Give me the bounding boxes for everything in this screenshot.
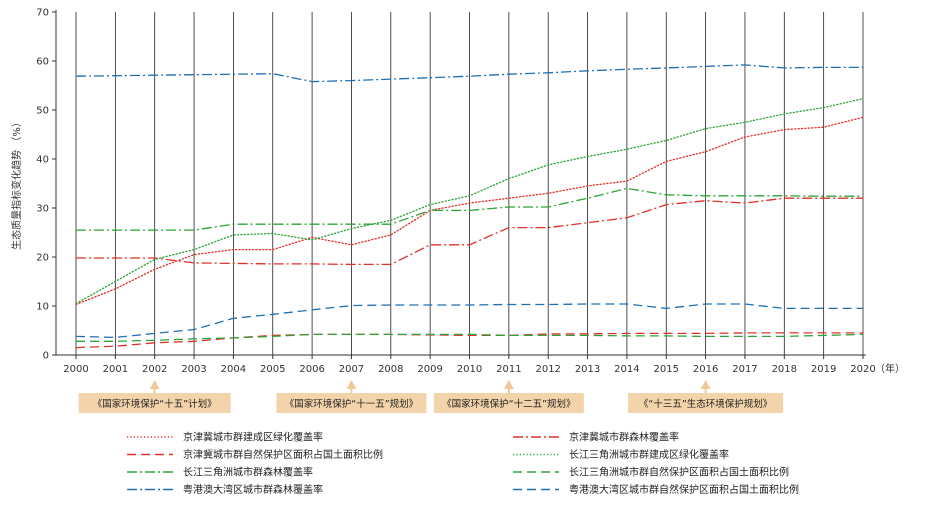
- x-tick-label-2009: 2009: [417, 364, 442, 375]
- x-tick-label-2003: 2003: [181, 364, 206, 375]
- annotation-arrow-icon: [503, 380, 514, 389]
- x-tick-label-2015: 2015: [654, 364, 679, 375]
- x-tick-label-2012: 2012: [535, 364, 560, 375]
- series-line-8: [75, 303, 863, 339]
- x-tick-label-2010: 2010: [457, 364, 482, 375]
- x-tick-label-2018: 2018: [772, 364, 797, 375]
- x-tick-label-2000: 2000: [63, 364, 88, 375]
- y-tick-label-10: 10: [36, 302, 49, 313]
- x-tick-label-2004: 2004: [221, 364, 246, 375]
- legend-item-5: 长江三角洲城市群森林覆盖率: [127, 466, 313, 479]
- axes: [55, 10, 866, 356]
- series-line-1: [75, 116, 864, 306]
- legend-item-2: 京津冀城市群森林覆盖率: [513, 431, 679, 444]
- series-line-4: [75, 98, 864, 305]
- annotation-label: 《国家环境保护“十二五”规划》: [442, 398, 575, 410]
- series-line-5: [76, 187, 863, 231]
- legend-item-4: 长江三角洲城市群建成区绿化覆盖率: [513, 448, 729, 461]
- series-line-7: [75, 64, 863, 83]
- annotation-label: 《“十三五”生态环境保护规划》: [639, 398, 772, 410]
- plan-annotation-1: 《国家环境保护“十五”计划》: [78, 380, 231, 413]
- annotation-label: 《国家环境保护“十五”计划》: [93, 398, 217, 410]
- legend-item-6: 长江三角洲城市群自然保护区面积占国土面积比例: [513, 466, 789, 479]
- annotation-label: 《国家环境保护“十一五”规划》: [285, 398, 418, 410]
- y-tick-label-70: 70: [36, 8, 49, 19]
- x-tick-label-2011: 2011: [496, 364, 521, 375]
- annotation-arrow-icon: [346, 380, 357, 389]
- x-tick-label-2016: 2016: [693, 364, 718, 375]
- x-tick-label-2008: 2008: [378, 364, 403, 375]
- annotation-arrow-icon: [149, 380, 160, 389]
- x-axis-unit: （年）: [875, 362, 905, 375]
- x-tick-label-2007: 2007: [339, 364, 364, 375]
- annotation-box: [433, 393, 584, 413]
- vertical-gridlines: [75, 12, 864, 355]
- plan-annotation-2: 《国家环境保护“十一五”规划》: [276, 380, 427, 413]
- series-line-3: [75, 332, 863, 349]
- x-tick-label-2014: 2014: [614, 364, 639, 375]
- x-tick-label-2005: 2005: [260, 364, 285, 375]
- x-tick-label-2006: 2006: [299, 364, 324, 375]
- x-tick-label-2019: 2019: [811, 364, 836, 375]
- legend-label: 粤港澳大湾区城市群自然保护区面积占国土面积比例: [569, 483, 799, 496]
- plan-annotations: 《国家环境保护“十五”计划》 《国家环境保护“十一五”规划》 《国家环境保护“十二五…: [78, 380, 784, 413]
- series-line-6: [76, 333, 864, 342]
- x-tick-label-2017: 2017: [732, 364, 757, 375]
- legend-item-3: 京津冀城市群自然保护区面积占国土面积比例: [127, 448, 383, 461]
- plan-annotation-3: 《国家环境保护“十二五”规划》: [433, 380, 584, 413]
- legend-label: 京津冀城市群自然保护区面积占国土面积比例: [183, 448, 383, 461]
- legend-label: 京津冀城市群建成区绿化覆盖率: [183, 431, 323, 444]
- y-tick-label-40: 40: [36, 155, 49, 166]
- x-tick-label-2013: 2013: [575, 364, 600, 375]
- legend-item-1: 京津冀城市群建成区绿化覆盖率: [127, 431, 323, 444]
- y-axis-label: 生态质量指标变化趋势 （%）: [10, 117, 23, 250]
- y-tick-labels: 0 10 20 30 40 50 60 70: [36, 8, 56, 362]
- y-tick-label-50: 50: [36, 106, 49, 117]
- y-tick-label-20: 20: [36, 253, 49, 264]
- legend-label: 长江三角洲城市群建成区绿化覆盖率: [569, 448, 729, 461]
- y-tick-label-30: 30: [36, 204, 49, 215]
- legend: 京津冀城市群建成区绿化覆盖率 京津冀城市群森林覆盖率京津冀城市群自然保护区面积占国…: [127, 431, 799, 496]
- annotation-arrow-icon: [700, 380, 711, 389]
- x-tick-labels: 2000 2001 2002 2003 2004 2005 2006 2007 2008 2009…: [63, 355, 876, 375]
- annotation-box: [78, 393, 231, 413]
- x-tick-label-2020: 2020: [850, 364, 875, 375]
- x-tick-label-2001: 2001: [103, 364, 128, 375]
- y-tick-label-0: 0: [43, 351, 49, 362]
- series-lines: [75, 64, 864, 349]
- legend-label: 粤港澳大湾区城市群森林覆盖率: [183, 483, 323, 496]
- plan-annotation-4: 《“十三五”生态环境保护规划》: [628, 380, 784, 413]
- x-tick-label-2002: 2002: [142, 364, 167, 375]
- legend-label: 京津冀城市群森林覆盖率: [569, 431, 679, 444]
- legend-item-8: 粤港澳大湾区城市群自然保护区面积占国土面积比例: [513, 483, 799, 496]
- legend-item-7: 粤港澳大湾区城市群森林覆盖率: [127, 483, 323, 496]
- annotation-box: [276, 393, 427, 413]
- legend-label: 长江三角洲城市群森林覆盖率: [183, 466, 313, 479]
- series-line-2: [76, 197, 863, 266]
- annotation-box: [628, 393, 784, 413]
- y-tick-label-60: 60: [36, 57, 49, 68]
- legend-label: 长江三角洲城市群自然保护区面积占国土面积比例: [569, 466, 789, 479]
